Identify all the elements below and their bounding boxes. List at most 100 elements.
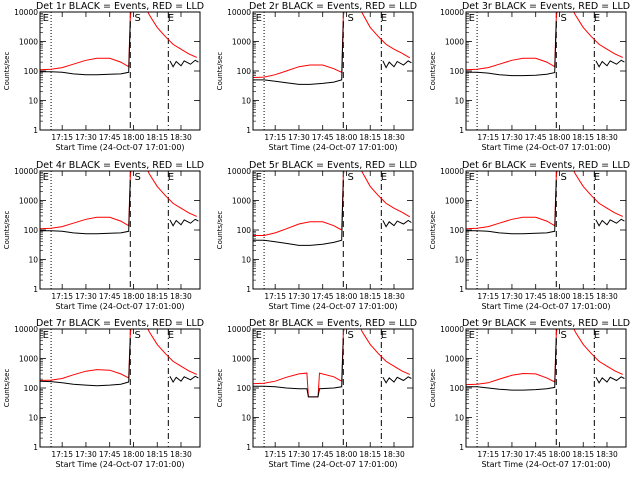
event-marker-label: E — [256, 330, 262, 341]
x-tick-label: 18:00 — [549, 450, 571, 459]
event-marker-label: S — [347, 330, 353, 341]
x-tick-label: 18:30 — [596, 133, 618, 142]
y-tick-label: 1 — [33, 443, 38, 452]
x-tick-label: 17:15 — [477, 292, 499, 301]
chart-panel-6: Det 6r BLACK = Events, RED = LLD Counts/s… — [429, 160, 630, 311]
x-axis-label: Start Time (24-Oct-07 17:01:00) — [268, 302, 397, 311]
x-tick-label: 18:00 — [336, 133, 358, 142]
y-tick-label: 1 — [246, 126, 251, 135]
event-marker-label: E — [168, 13, 174, 24]
lld-series-line — [40, 171, 198, 230]
y-tick-label: 10 — [28, 97, 38, 106]
y-tick-label: 1 — [459, 285, 464, 294]
event-marker-label: E — [469, 330, 475, 341]
x-tick-label: 18:00 — [336, 292, 358, 301]
event-marker-label: S — [560, 330, 566, 341]
chart-title: Det 8r BLACK = Events, RED = LLD — [249, 318, 417, 329]
y-tick-label: 100 — [237, 226, 252, 235]
event-marker-label: E — [381, 330, 387, 341]
plot-frame — [465, 170, 627, 290]
y-tick-label: 10 — [241, 97, 251, 106]
y-tick-label: 10000 — [227, 167, 251, 176]
y-tick-label: 10 — [454, 414, 464, 423]
event-marker-label: E — [43, 172, 49, 183]
y-tick-label: 1000 — [19, 355, 38, 364]
event-marker-label: S — [347, 172, 353, 183]
x-tick-label: 18:00 — [123, 450, 145, 459]
event-marker-label: S — [560, 172, 566, 183]
lld-series-line — [40, 329, 198, 381]
x-tick-label: 18:30 — [170, 292, 192, 301]
chart-title: Det 6r BLACK = Events, RED = LLD — [462, 160, 630, 171]
y-tick-label: 1 — [33, 126, 38, 135]
y-tick-label: 10000 — [440, 325, 464, 334]
chart-panel-9: Det 9r BLACK = Events, RED = LLD Counts/s… — [429, 318, 630, 469]
x-axis-label: Start Time (24-Oct-07 17:01:00) — [481, 302, 610, 311]
x-tick-label: 17:15 — [264, 450, 286, 459]
y-tick-label: 10 — [28, 256, 38, 265]
event-marker-label: E — [168, 330, 174, 341]
y-axis-label: Counts/sec — [216, 369, 224, 408]
x-tick-label: 18:15 — [572, 450, 594, 459]
x-tick-label: 18:30 — [596, 292, 618, 301]
x-tick-label: 18:00 — [549, 133, 571, 142]
y-axis-label: Counts/sec — [3, 211, 11, 250]
x-axis-label: Start Time (24-Oct-07 17:01:00) — [55, 460, 184, 469]
events-series-line — [595, 218, 625, 227]
y-tick-label: 10000 — [440, 167, 464, 176]
y-tick-label: 1000 — [232, 197, 251, 206]
x-axis-label: Start Time (24-Oct-07 17:01:00) — [481, 460, 610, 469]
chart-title: Det 1r BLACK = Events, RED = LLD — [36, 1, 204, 12]
y-tick-label: 100 — [24, 226, 39, 235]
x-tick-label: 18:15 — [572, 292, 594, 301]
x-tick-label: 17:30 — [288, 450, 310, 459]
x-tick-label: 18:15 — [146, 133, 168, 142]
chart-panel-5: Det 5r BLACK = Events, RED = LLD Counts/s… — [216, 160, 417, 311]
plot-frame — [465, 328, 627, 448]
event-marker-label: S — [134, 13, 140, 24]
y-tick-label: 1000 — [19, 197, 38, 206]
y-tick-label: 100 — [24, 384, 39, 393]
x-tick-label: 17:15 — [477, 133, 499, 142]
event-marker-label: E — [469, 172, 475, 183]
chart-panel-4: Det 4r BLACK = Events, RED = LLD Counts/s… — [3, 160, 204, 311]
chart-panel-3: Det 3r BLACK = Events, RED = LLD Counts/s… — [429, 1, 630, 152]
x-tick-label: 17:30 — [75, 292, 97, 301]
x-axis-label: Start Time (24-Oct-07 17:01:00) — [55, 302, 184, 311]
chart-panel-7: Det 7r BLACK = Events, RED = LLD Counts/s… — [3, 318, 204, 469]
chart-panel-8: Det 8r BLACK = Events, RED = LLD Counts/s… — [216, 318, 417, 469]
x-tick-label: 17:30 — [501, 133, 523, 142]
x-tick-label: 17:15 — [264, 133, 286, 142]
event-marker-label: E — [594, 172, 600, 183]
event-marker-label: E — [594, 13, 600, 24]
plot-frame — [465, 11, 627, 131]
lld-series-line — [466, 12, 624, 71]
y-tick-label: 1 — [459, 126, 464, 135]
event-marker-label: S — [134, 172, 140, 183]
x-tick-label: 17:45 — [99, 450, 121, 459]
x-tick-label: 17:45 — [312, 133, 334, 142]
x-tick-label: 17:45 — [99, 292, 121, 301]
y-tick-label: 10000 — [227, 325, 251, 334]
x-tick-label: 17:45 — [312, 450, 334, 459]
y-tick-label: 10 — [454, 97, 464, 106]
events-series-line — [595, 376, 625, 384]
x-tick-label: 18:30 — [596, 450, 618, 459]
plot-frame — [39, 328, 201, 448]
y-tick-label: 1 — [246, 285, 251, 294]
lld-series-line — [466, 171, 624, 230]
y-axis-label: Counts/sec — [216, 211, 224, 250]
y-tick-label: 10 — [454, 256, 464, 265]
lld-series-line — [253, 12, 411, 78]
y-tick-label: 1000 — [232, 355, 251, 364]
y-tick-label: 1 — [459, 443, 464, 452]
event-marker-label: E — [469, 13, 475, 24]
x-tick-label: 17:15 — [264, 292, 286, 301]
y-tick-label: 10 — [241, 256, 251, 265]
chart-title: Det 7r BLACK = Events, RED = LLD — [36, 318, 204, 329]
events-series-line — [253, 337, 344, 398]
x-tick-label: 18:30 — [170, 450, 192, 459]
event-marker-label: S — [347, 13, 353, 24]
x-tick-label: 18:30 — [383, 292, 405, 301]
y-tick-label: 1 — [246, 443, 251, 452]
